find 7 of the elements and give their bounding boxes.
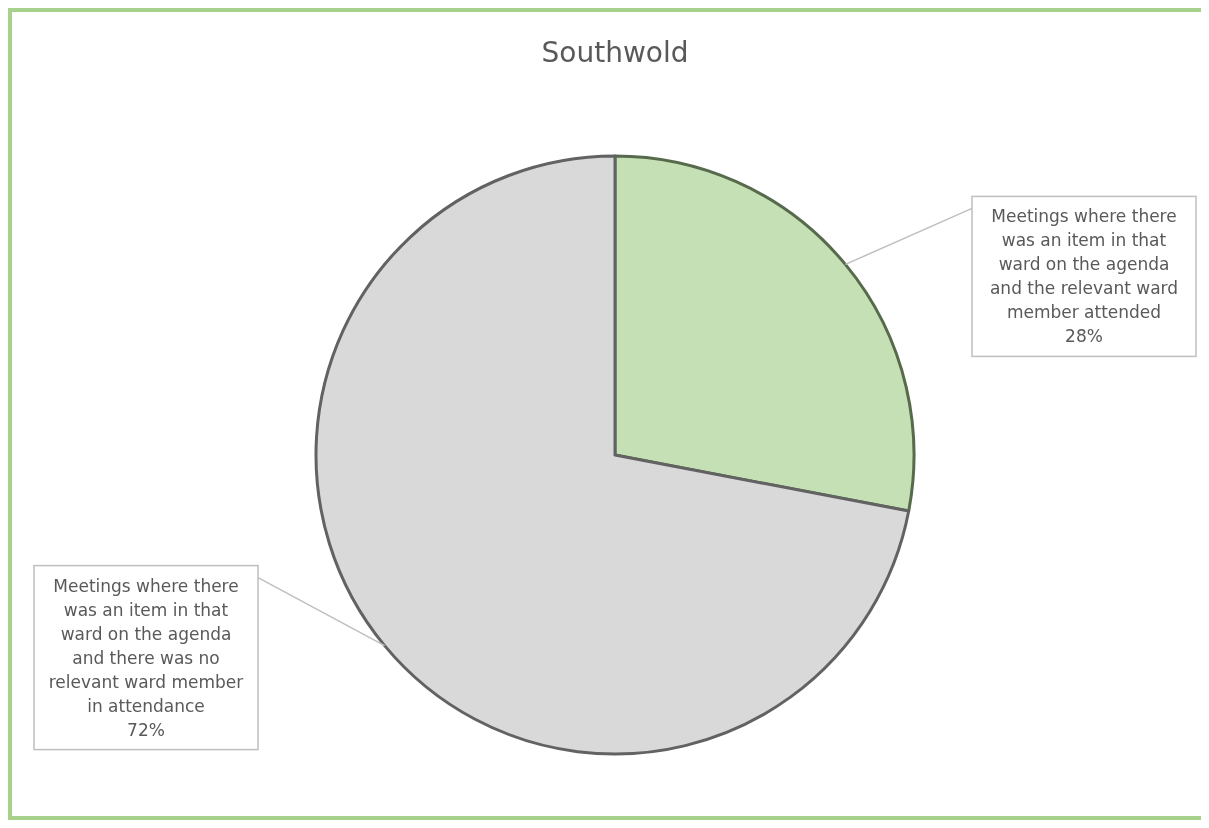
data-label: 28% bbox=[1065, 326, 1103, 347]
slice-label: Meetings where there was an item in that ward on the agenda and the relevant ward member attended bbox=[989, 206, 1179, 323]
slice-label: Meetings where there was an item in that ward on the agenda and there was no relevant ward member in attendance bbox=[48, 575, 244, 716]
chart-title: Southwold bbox=[541, 36, 689, 69]
pie-slice bbox=[613, 154, 915, 513]
pie-slice bbox=[314, 154, 911, 756]
data-label: 72% bbox=[127, 719, 165, 740]
